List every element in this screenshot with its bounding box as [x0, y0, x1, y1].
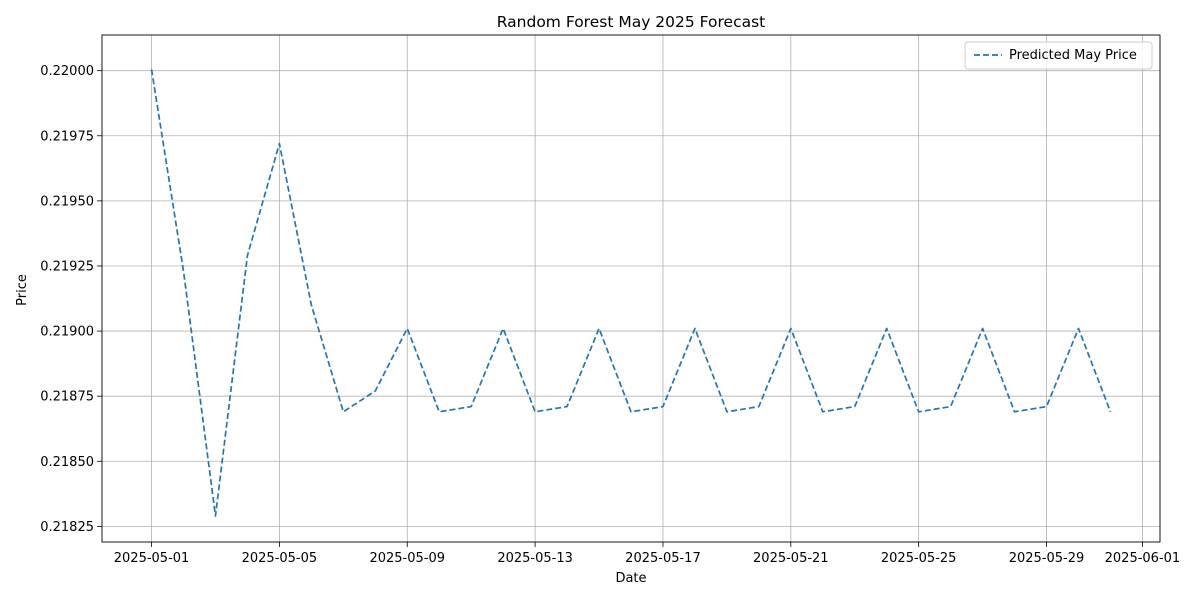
y-axis: 0.21825 0.21850 0.21875 0.21900 0.21925 0.219… [40, 64, 102, 535]
x-tick-label: 2025-05-09 [369, 551, 445, 566]
legend: Predicted May Price [964, 41, 1153, 70]
series-line [150, 69, 1112, 517]
legend-box [964, 41, 1153, 70]
y-axis-title: Price [15, 274, 30, 306]
series-layer [150, 69, 1112, 517]
x-tick-label: 2025-05-05 [242, 551, 318, 566]
y-tick-label: 0.21950 [40, 194, 94, 209]
x-tick-label: 2025-06-01 [1105, 551, 1181, 566]
y-tick-label: 0.22000 [40, 64, 94, 79]
x-tick-label: 2025-05-01 [114, 551, 190, 566]
chart-title: Random Forest May 2025 Forecast [497, 13, 766, 31]
x-tick-label: 2025-05-29 [1009, 551, 1085, 566]
legend-label: Predicted May Price [1009, 48, 1137, 63]
y-tick-label: 0.21900 [40, 325, 94, 340]
y-tick-label: 0.21975 [40, 129, 94, 144]
x-tick-label: 2025-05-13 [497, 551, 573, 566]
y-tick-label: 0.21875 [40, 390, 94, 405]
x-tick-label: 2025-05-25 [881, 551, 957, 566]
y-tick-label: 0.21925 [40, 259, 94, 274]
x-axis: 2025-05-01 2025-05-05 2025-05-09 2025-05-13… [114, 542, 1180, 566]
x-tick-label: 2025-05-17 [625, 551, 701, 566]
plot-frame [101, 34, 1161, 543]
x-tick-label: 2025-05-21 [753, 551, 829, 566]
x-axis-title: Date [615, 571, 646, 586]
y-tick-label: 0.21850 [40, 455, 94, 470]
y-tick-label: 0.21825 [40, 520, 94, 535]
